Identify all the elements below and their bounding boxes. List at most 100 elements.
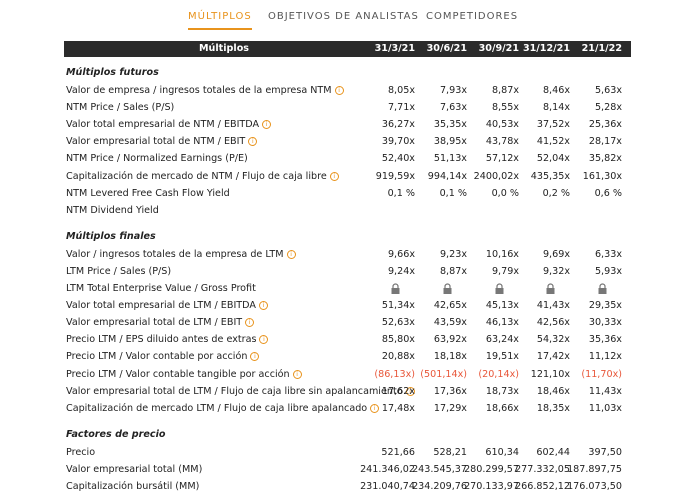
lock-icon — [495, 283, 504, 299]
cell-value: 42,56x — [536, 317, 570, 329]
cell-value: 0,0 % — [491, 187, 519, 199]
cell-value: 8,05x — [387, 85, 415, 96]
cell-value: 994,14x — [427, 170, 467, 182]
cell-value: 266.852,12 — [515, 481, 570, 492]
lock-icon — [443, 283, 452, 299]
info-icon[interactable]: i — [292, 369, 302, 379]
cell-value: 0,6 % — [594, 187, 622, 199]
cell-value: 161,30x — [582, 170, 622, 182]
row-label: Valor empresarial total de LTM / EBIT i — [66, 316, 255, 330]
info-icon[interactable]: i — [248, 137, 258, 147]
cell-value: (501,14x) — [420, 368, 467, 380]
cell-value: 7,63x — [439, 102, 467, 114]
cell-value: 241.346,02 — [360, 463, 415, 475]
cell-value: 8,87x — [439, 265, 467, 277]
cell-value: 7,93x — [439, 85, 467, 96]
column-header: 21/1/22 — [581, 43, 622, 54]
cell-value: 51,13x — [433, 153, 467, 165]
cell-value: 234.209,76 — [412, 481, 467, 492]
cell-value: 9,32x — [542, 265, 570, 277]
lock — [598, 283, 607, 294]
cell-value: 17,62x — [381, 385, 415, 397]
section-title: Factores de precio — [66, 428, 166, 440]
cell-value: 46,13x — [485, 317, 519, 329]
cell-value: 2400,02x — [473, 170, 519, 182]
cell-value: 41,43x — [536, 300, 570, 312]
cell-value: 7,71x — [387, 102, 415, 114]
tab[interactable]: COMPETIDORES — [426, 11, 519, 22]
cell-value: 57,12x — [485, 153, 519, 165]
cell-value: 602,44 — [536, 446, 570, 458]
header-bar — [64, 41, 631, 57]
info-icon[interactable]: i — [250, 352, 260, 362]
cell-value: 277.332,05 — [515, 463, 570, 475]
cell-value: 0,1 % — [439, 187, 467, 199]
cell-value: 25,36x — [588, 119, 622, 131]
info-icon[interactable]: i — [259, 335, 269, 345]
row-label: Valor total empresarial de NTM / EBITDA i — [66, 118, 272, 132]
cell-value: 85,80x — [381, 334, 415, 346]
cell-value: 18,18x — [433, 351, 467, 363]
cell-value: 19,51x — [485, 351, 519, 363]
header-title: Múltiplos — [199, 43, 249, 54]
cell-value: 18,73x — [485, 385, 519, 397]
lock-icon — [391, 283, 400, 299]
cell-value: 52,63x — [381, 317, 415, 329]
cell-value: 528,21 — [433, 446, 467, 458]
cell-value: 270.133,97 — [464, 481, 519, 492]
row-label: NTM Levered Free Cash Flow Yield — [66, 187, 230, 199]
row-label: NTM Dividend Yield — [66, 204, 159, 216]
cell-value: 919,59x — [375, 170, 415, 182]
info-icon[interactable]: i — [262, 120, 272, 130]
cell-value: 30,33x — [588, 317, 622, 329]
cell-value: 40,53x — [485, 119, 519, 131]
info-icon[interactable]: i — [245, 318, 255, 328]
row-label: Capitalización bursátil (MM) — [66, 481, 200, 492]
row-label: Valor empresarial total (MM) — [66, 463, 203, 475]
row-label: Valor empresarial total de NTM / EBIT i — [66, 135, 258, 149]
cell-value: 42,65x — [433, 300, 467, 312]
info-icon[interactable]: i — [286, 249, 296, 259]
cell-value: 8,55x — [491, 102, 519, 114]
cell-value: 35,82x — [588, 153, 622, 165]
cell-value: 8,46x — [542, 85, 570, 96]
cell-value: 231.040,74 — [360, 481, 415, 492]
row-label: Valor de empresa / ingresos totales de l… — [66, 84, 344, 98]
cell-value: 18,66x — [485, 402, 519, 414]
cell-value: 17,29x — [433, 402, 467, 414]
info-icon[interactable]: i — [258, 301, 268, 311]
info-icon[interactable]: i — [334, 86, 344, 95]
cell-value: 397,50 — [588, 446, 622, 458]
lock — [443, 283, 452, 294]
section-title: Múltiplos finales — [66, 230, 156, 242]
cell-value: 11,03x — [588, 402, 622, 414]
info-icon[interactable]: i — [405, 386, 415, 396]
cell-value: 5,63x — [594, 85, 622, 96]
tab[interactable]: OBJETIVOS DE ANALISTAS — [268, 11, 419, 22]
tab[interactable]: MÚLTIPLOS — [188, 11, 252, 30]
column-header: 31/3/21 — [374, 43, 415, 54]
cell-value: 35,35x — [433, 119, 467, 131]
row-label: Capitalización de mercado de NTM / Flujo… — [66, 170, 339, 184]
row-label: Capitalización de mercado LTM / Flujo de… — [66, 402, 380, 416]
cell-value: 243.545,37 — [412, 463, 467, 475]
row-label: Precio LTM / EPS diluido antes de extras… — [66, 333, 269, 347]
cell-value: 18,46x — [536, 385, 570, 397]
cell-value: 435,35x — [530, 170, 570, 182]
row-label: LTM Price / Sales (P/S) — [66, 265, 172, 277]
cell-value: 9,24x — [387, 265, 415, 277]
cell-value: 0,2 % — [542, 187, 570, 199]
info-icon[interactable]: i — [370, 403, 380, 413]
cell-value: 29,35x — [588, 300, 622, 312]
row-label: NTM Price / Normalized Earnings (P/E) — [66, 153, 248, 165]
cell-value: 51,34x — [381, 300, 415, 312]
row-label: Valor total empresarial de LTM / EBITDA i — [66, 299, 268, 313]
cell-value: 37,52x — [536, 119, 570, 131]
row-label: Precio LTM / Valor contable por acción i — [66, 350, 260, 364]
cell-value: 18,35x — [536, 402, 570, 414]
cell-value: 17,42x — [536, 351, 570, 363]
cell-value: 45,13x — [485, 300, 519, 312]
cell-value: 11,43x — [588, 385, 622, 397]
cell-value: 38,95x — [433, 136, 467, 148]
info-icon[interactable]: i — [329, 171, 339, 181]
